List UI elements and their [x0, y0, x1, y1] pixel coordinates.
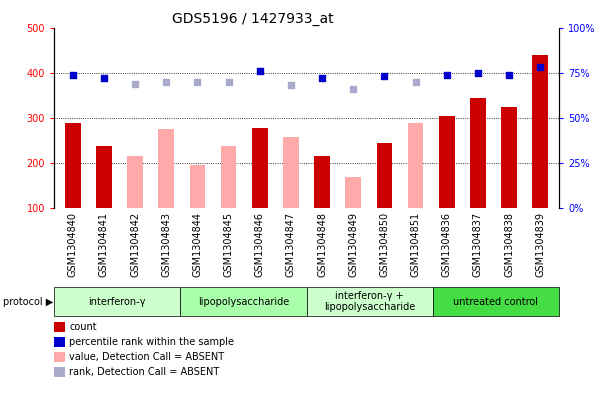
- Text: GSM1304837: GSM1304837: [473, 212, 483, 277]
- Bar: [346, 177, 361, 208]
- Bar: [470, 97, 486, 208]
- Point: [380, 73, 389, 79]
- Text: GSM1304839: GSM1304839: [535, 212, 545, 277]
- Bar: [532, 55, 548, 208]
- Point: [410, 79, 420, 85]
- Bar: [180, 287, 307, 316]
- Point: [255, 68, 264, 74]
- Text: protocol ▶: protocol ▶: [3, 297, 53, 307]
- Text: GSM1304846: GSM1304846: [255, 212, 265, 277]
- Text: GSM1304836: GSM1304836: [442, 212, 452, 277]
- Bar: [307, 287, 433, 316]
- Text: GSM1304840: GSM1304840: [68, 212, 78, 277]
- Bar: [54, 287, 180, 316]
- Bar: [283, 137, 299, 208]
- Point: [535, 64, 545, 70]
- Point: [473, 70, 483, 76]
- Bar: [439, 116, 454, 208]
- Point: [162, 79, 171, 85]
- Point: [504, 72, 514, 78]
- Bar: [377, 143, 392, 208]
- Bar: [159, 129, 174, 208]
- Bar: [221, 146, 236, 208]
- Bar: [252, 128, 267, 208]
- Point: [130, 81, 140, 87]
- Text: interferon-γ +
lipopolysaccharide: interferon-γ + lipopolysaccharide: [324, 291, 415, 312]
- Bar: [408, 123, 423, 208]
- Text: value, Detection Call = ABSENT: value, Detection Call = ABSENT: [69, 352, 224, 362]
- Text: GSM1304845: GSM1304845: [224, 212, 234, 277]
- Point: [68, 72, 78, 78]
- Text: GSM1304843: GSM1304843: [161, 212, 171, 277]
- Bar: [501, 107, 517, 208]
- Text: GSM1304844: GSM1304844: [192, 212, 203, 277]
- Bar: [65, 123, 81, 208]
- Point: [99, 75, 109, 81]
- Text: GSM1304841: GSM1304841: [99, 212, 109, 277]
- Text: GSM1304850: GSM1304850: [379, 212, 389, 277]
- Text: interferon-γ: interferon-γ: [88, 297, 146, 307]
- Point: [317, 75, 327, 81]
- Bar: [127, 156, 143, 208]
- Text: GSM1304842: GSM1304842: [130, 212, 140, 277]
- Point: [442, 72, 451, 78]
- Bar: [314, 156, 330, 208]
- Bar: [190, 165, 205, 208]
- Text: GSM1304849: GSM1304849: [348, 212, 358, 277]
- Text: GDS5196 / 1427933_at: GDS5196 / 1427933_at: [172, 12, 333, 26]
- Text: percentile rank within the sample: percentile rank within the sample: [69, 337, 234, 347]
- Text: GSM1304848: GSM1304848: [317, 212, 327, 277]
- Text: lipopolysaccharide: lipopolysaccharide: [198, 297, 289, 307]
- Bar: [433, 287, 559, 316]
- Point: [286, 82, 296, 88]
- Bar: [96, 146, 112, 208]
- Text: GSM1304838: GSM1304838: [504, 212, 514, 277]
- Text: GSM1304847: GSM1304847: [286, 212, 296, 277]
- Text: count: count: [69, 322, 97, 332]
- Point: [349, 86, 358, 92]
- Text: rank, Detection Call = ABSENT: rank, Detection Call = ABSENT: [69, 367, 219, 377]
- Point: [224, 79, 233, 85]
- Text: GSM1304851: GSM1304851: [410, 212, 421, 277]
- Text: untreated control: untreated control: [453, 297, 538, 307]
- Point: [193, 79, 203, 85]
